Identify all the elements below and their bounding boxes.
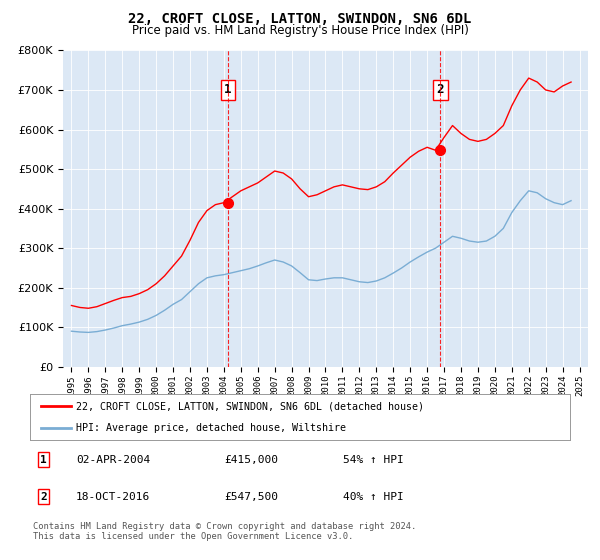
Text: 22, CROFT CLOSE, LATTON, SWINDON, SN6 6DL (detached house): 22, CROFT CLOSE, LATTON, SWINDON, SN6 6D… bbox=[76, 401, 424, 411]
Text: 02-APR-2004: 02-APR-2004 bbox=[76, 455, 150, 465]
Text: £415,000: £415,000 bbox=[224, 455, 278, 465]
Text: 2: 2 bbox=[437, 83, 444, 96]
Text: 1: 1 bbox=[224, 83, 232, 96]
Text: 2: 2 bbox=[40, 492, 47, 502]
Text: 1: 1 bbox=[40, 455, 47, 465]
Text: 22, CROFT CLOSE, LATTON, SWINDON, SN6 6DL: 22, CROFT CLOSE, LATTON, SWINDON, SN6 6D… bbox=[128, 12, 472, 26]
Text: HPI: Average price, detached house, Wiltshire: HPI: Average price, detached house, Wilt… bbox=[76, 423, 346, 433]
Text: 18-OCT-2016: 18-OCT-2016 bbox=[76, 492, 150, 502]
Text: Contains HM Land Registry data © Crown copyright and database right 2024.
This d: Contains HM Land Registry data © Crown c… bbox=[33, 522, 416, 542]
Text: Price paid vs. HM Land Registry's House Price Index (HPI): Price paid vs. HM Land Registry's House … bbox=[131, 24, 469, 37]
Text: 40% ↑ HPI: 40% ↑ HPI bbox=[343, 492, 404, 502]
Text: 54% ↑ HPI: 54% ↑ HPI bbox=[343, 455, 404, 465]
Text: £547,500: £547,500 bbox=[224, 492, 278, 502]
